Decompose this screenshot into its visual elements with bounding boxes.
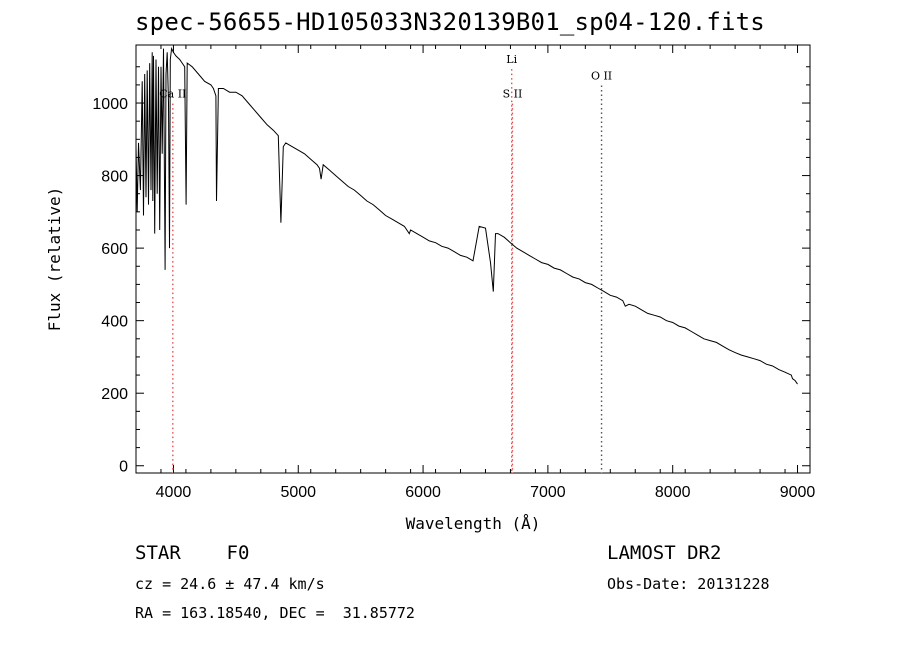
- x-tick-label: 4000: [156, 484, 192, 501]
- y-tick-label: 800: [101, 169, 128, 186]
- coordinates-text: RA = 163.18540, DEC = 31.85772: [135, 604, 415, 622]
- x-tick-label: 5000: [280, 484, 316, 501]
- y-tick-label: 600: [101, 241, 128, 258]
- x-tick-label: 9000: [780, 484, 816, 501]
- y-tick-label: 1000: [92, 96, 128, 113]
- x-tick-label: 8000: [655, 484, 691, 501]
- survey-label: LAMOST DR2: [607, 542, 722, 564]
- obs-date-text: Obs-Date: 20131228: [607, 575, 770, 593]
- y-tick-label: 200: [101, 386, 128, 403]
- x-tick-label: 7000: [530, 484, 566, 501]
- spectral-line-label: O II: [591, 69, 612, 82]
- y-axis-label: Flux (relative): [45, 187, 64, 332]
- axis-ticks: 4000 5000 6000 7000 8000 9000 0 200 400 600 800 100…: [92, 45, 815, 501]
- spectral-line-label: Li: [506, 53, 517, 66]
- redshift-text: cz = 24.6 ± 47.4 km/s: [135, 575, 325, 593]
- y-tick-label: 400: [101, 314, 128, 331]
- spectral-line-label: S II: [503, 88, 523, 101]
- plot-frame: [135, 44, 811, 474]
- x-tick-label: 6000: [405, 484, 441, 501]
- spectrum-series-line: [135, 46, 798, 385]
- x-axis-label: Wavelength (Å): [406, 514, 541, 533]
- class-label: STAR F0: [135, 542, 250, 564]
- y-tick-label: 0: [119, 459, 128, 476]
- chart-title: spec-56655-HD105033N320139B01_sp04-120.f…: [135, 8, 765, 36]
